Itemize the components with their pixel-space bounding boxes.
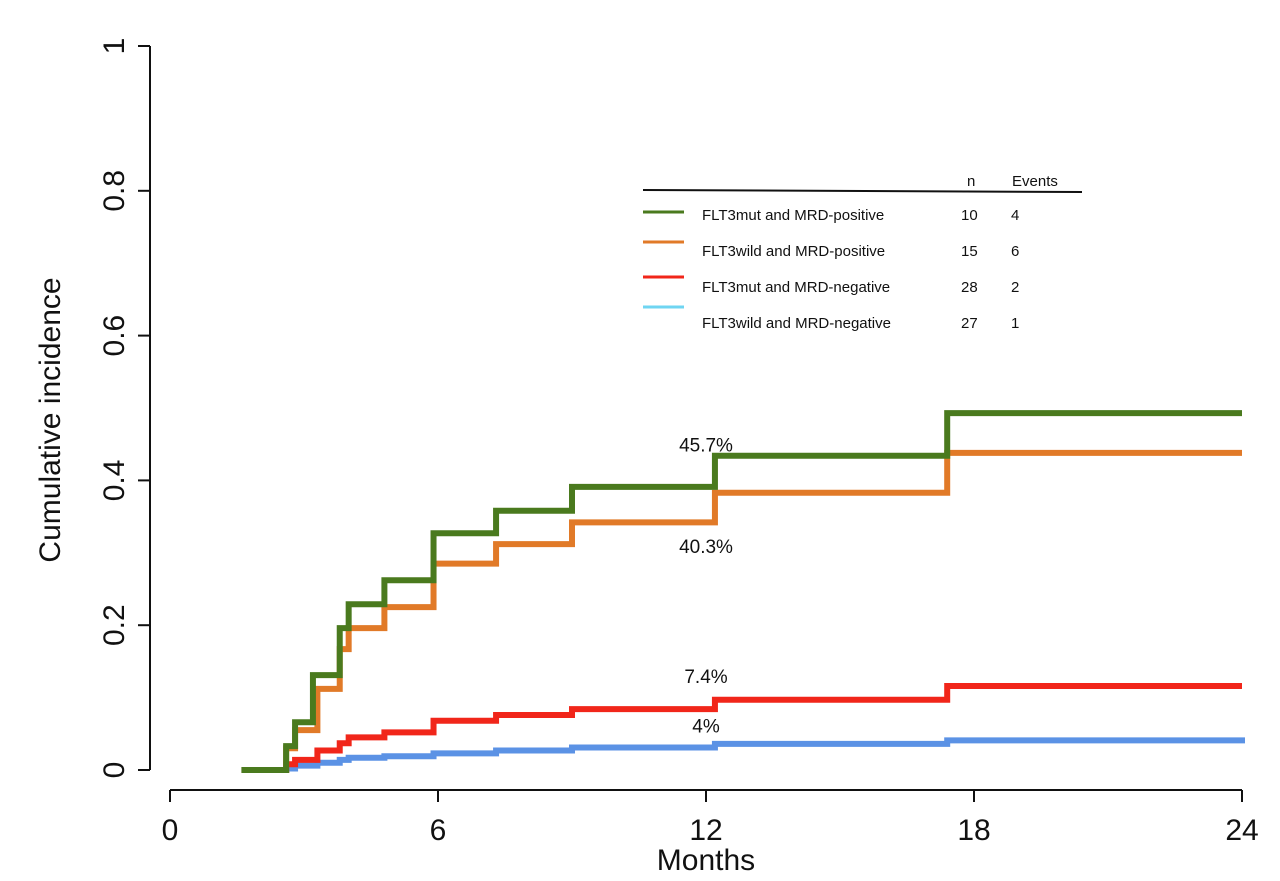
percent-annotation: 7.4% <box>684 667 727 688</box>
percent-annotation: 40.3% <box>679 537 733 558</box>
legend-label: FLT3mut and MRD-positive <box>702 207 884 224</box>
legend-label: FLT3wild and MRD-negative <box>702 315 891 332</box>
x-tick-label: 6 <box>430 814 447 847</box>
legend-n: 10 <box>961 207 978 224</box>
legend-n: 15 <box>961 243 978 260</box>
percent-annotation: 4% <box>692 716 720 737</box>
y-tick-label: 0.6 <box>98 315 131 357</box>
series-line-flt3mut-and-mrd-negative <box>241 683 1242 773</box>
x-axis-title: Months <box>657 844 755 877</box>
legend-label: FLT3wild and MRD-positive <box>702 243 885 260</box>
series-line-flt3wild-and-mrd-negative <box>241 737 1245 773</box>
legend-events: 1 <box>1011 315 1019 332</box>
x-tick-label: 0 <box>162 814 179 847</box>
y-ticks: 0 0.2 0.4 0.6 0.8 1 <box>98 38 150 779</box>
y-tick-label: 0 <box>98 762 131 779</box>
y-tick-label: 0.8 <box>98 170 131 212</box>
legend-events: 2 <box>1011 279 1019 296</box>
axes: 00.20.40.60.81 0 6 12 18 24 <box>98 38 1259 847</box>
x-tick-label: 24 <box>1225 814 1258 847</box>
x-tick-label: 18 <box>957 814 990 847</box>
legend-n: 27 <box>961 315 978 332</box>
legend-label: FLT3mut and MRD-negative <box>702 279 890 296</box>
legend: n Events FLT3mut and MRD-positive 10 4FLT3… <box>642 173 1083 332</box>
legend-events: 6 <box>1011 243 1019 260</box>
percent-annotation: 45.7% <box>679 435 733 456</box>
y-axis-title: Cumulative incidence <box>34 277 67 562</box>
x-ticks: 0 6 12 18 24 <box>162 790 1259 847</box>
y-tick-label: 0.2 <box>98 604 131 646</box>
annotations: 45.7% 40.3% 7.4% 4% <box>679 435 733 737</box>
legend-header-events: Events <box>1012 173 1058 190</box>
x-tick-label: 12 <box>689 814 722 847</box>
legend-header-n: n <box>967 173 975 190</box>
legend-events: 4 <box>1011 207 1019 224</box>
series-lines <box>241 410 1245 773</box>
y-tick-label: 0.4 <box>98 460 131 502</box>
legend-header-rule <box>642 189 1083 193</box>
y-tick-label: 1 <box>98 38 131 55</box>
series-line-flt3mut-and-mrd-positive <box>241 410 1242 773</box>
series-line-flt3wild-and-mrd-positive <box>241 449 1242 773</box>
legend-rows: FLT3mut and MRD-positive 10 4 FLT3wild and … <box>643 207 1019 332</box>
legend-n: 28 <box>961 279 978 296</box>
